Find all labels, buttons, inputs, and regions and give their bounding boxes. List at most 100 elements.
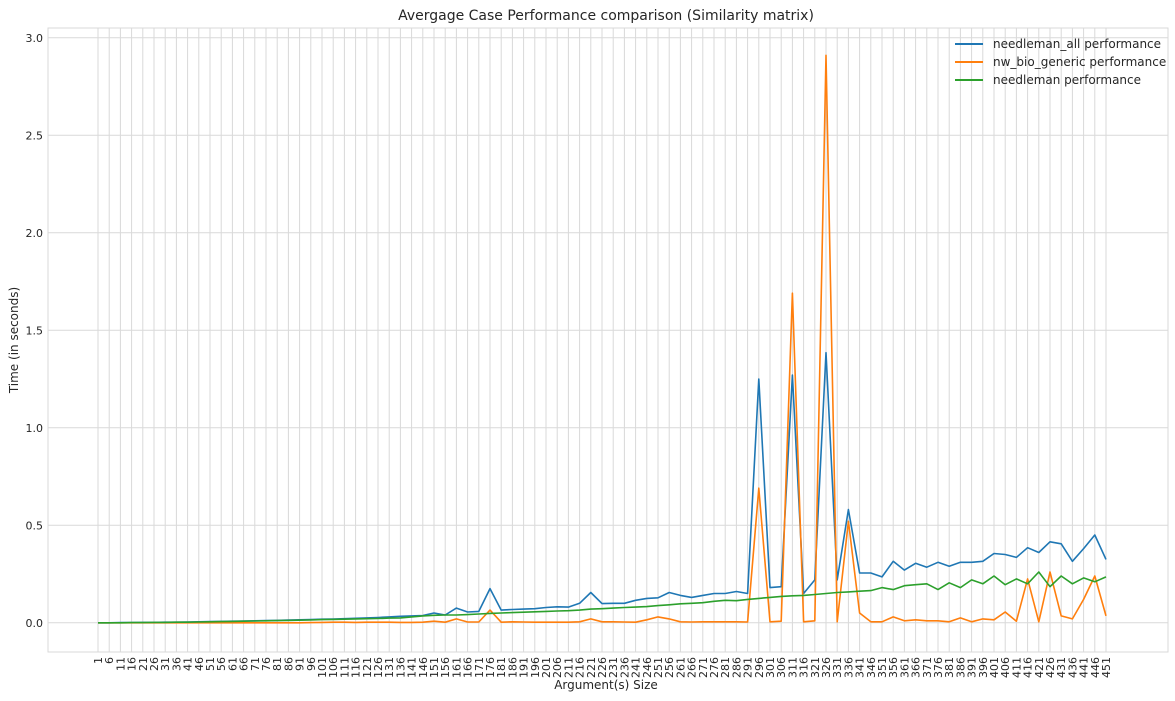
x-tick-label: 371 bbox=[921, 657, 934, 678]
x-tick-label: 66 bbox=[238, 657, 251, 671]
x-tick-label: 91 bbox=[294, 657, 307, 671]
x-tick-label: 406 bbox=[999, 657, 1012, 678]
x-tick-label: 311 bbox=[786, 657, 799, 678]
x-tick-label: 181 bbox=[495, 657, 508, 678]
x-tick-label: 326 bbox=[820, 657, 833, 678]
y-tick-label: 1.0 bbox=[26, 422, 44, 435]
x-tick-label: 346 bbox=[865, 657, 878, 678]
x-tick-label: 356 bbox=[887, 657, 900, 678]
x-tick-label: 321 bbox=[809, 657, 822, 678]
x-tick-label: 176 bbox=[484, 657, 497, 678]
x-tick-label: 421 bbox=[1033, 657, 1046, 678]
plot-frame bbox=[47, 27, 1169, 653]
x-tick-label: 31 bbox=[159, 657, 172, 671]
x-tick-label: 231 bbox=[607, 657, 620, 678]
x-tick-label: 341 bbox=[854, 657, 867, 678]
x-tick-label: 436 bbox=[1066, 657, 1079, 678]
x-axis-title: Argument(s) Size bbox=[554, 678, 658, 692]
x-tick-label: 156 bbox=[439, 657, 452, 678]
x-tick-label: 191 bbox=[518, 657, 531, 678]
x-tick-label: 116 bbox=[350, 657, 363, 678]
x-tick-label: 1 bbox=[92, 657, 105, 664]
x-tick-label: 81 bbox=[271, 657, 284, 671]
x-tick-label: 141 bbox=[406, 657, 419, 678]
y-axis-ticks: 0.0 0.5 1.0 1.5 2.0 2.5 3.0 bbox=[26, 32, 44, 630]
y-tick-label: 2.0 bbox=[26, 227, 44, 240]
legend-label: needleman_all performance bbox=[993, 37, 1161, 51]
x-tick-label: 316 bbox=[798, 657, 811, 678]
y-axis-title: Time (in seconds) bbox=[7, 287, 21, 394]
y-tick-label: 2.5 bbox=[26, 129, 44, 142]
x-tick-label: 121 bbox=[361, 657, 374, 678]
series-line-nw-bio-generic-performance bbox=[98, 54, 1107, 624]
x-tick-label: 101 bbox=[316, 657, 329, 678]
x-tick-label: 26 bbox=[148, 657, 161, 671]
x-tick-label: 451 bbox=[1100, 657, 1113, 678]
x-tick-label: 136 bbox=[394, 657, 407, 678]
x-tick-label: 41 bbox=[182, 657, 195, 671]
x-tick-label: 166 bbox=[462, 657, 475, 678]
y-tick-label: 0.5 bbox=[26, 519, 44, 532]
legend-label: nw_bio_generic performance bbox=[993, 55, 1166, 69]
x-tick-label: 366 bbox=[910, 657, 923, 678]
x-tick-label: 226 bbox=[596, 657, 609, 678]
x-tick-label: 416 bbox=[1022, 657, 1035, 678]
y-tick-label: 3.0 bbox=[26, 32, 44, 45]
x-tick-label: 211 bbox=[562, 657, 575, 678]
x-tick-label: 6 bbox=[103, 657, 116, 664]
x-tick-label: 16 bbox=[126, 657, 139, 671]
x-tick-label: 151 bbox=[428, 657, 441, 678]
x-tick-label: 376 bbox=[932, 657, 945, 678]
x-tick-label: 56 bbox=[215, 657, 228, 671]
x-tick-label: 291 bbox=[742, 657, 755, 678]
x-tick-label: 196 bbox=[529, 657, 542, 678]
x-tick-label: 301 bbox=[764, 657, 777, 678]
x-tick-label: 11 bbox=[114, 657, 127, 671]
x-tick-label: 221 bbox=[585, 657, 598, 678]
x-tick-label: 46 bbox=[193, 657, 206, 671]
x-tick-label: 76 bbox=[260, 657, 273, 671]
x-tick-label: 161 bbox=[450, 657, 463, 678]
y-tick-label: 0.0 bbox=[26, 617, 44, 630]
legend-label: needleman performance bbox=[993, 73, 1141, 87]
x-tick-label: 186 bbox=[506, 657, 519, 678]
x-tick-label: 266 bbox=[686, 657, 699, 678]
x-tick-label: 281 bbox=[719, 657, 732, 678]
x-tick-label: 411 bbox=[1010, 657, 1023, 678]
x-tick-label: 36 bbox=[170, 657, 183, 671]
x-tick-label: 391 bbox=[966, 657, 979, 678]
x-tick-label: 106 bbox=[327, 657, 340, 678]
x-tick-label: 146 bbox=[417, 657, 430, 678]
x-tick-label: 441 bbox=[1078, 657, 1091, 678]
x-tick-label: 201 bbox=[540, 657, 553, 678]
x-tick-label: 331 bbox=[831, 657, 844, 678]
x-tick-label: 51 bbox=[204, 657, 217, 671]
x-tick-label: 306 bbox=[775, 657, 788, 678]
grid bbox=[48, 28, 1168, 652]
x-tick-label: 206 bbox=[551, 657, 564, 678]
x-axis-ticks: 1611162126313641465156616671768186919610… bbox=[92, 657, 1113, 678]
x-tick-label: 271 bbox=[697, 657, 710, 678]
x-tick-label: 111 bbox=[338, 657, 351, 678]
x-tick-label: 296 bbox=[753, 657, 766, 678]
x-tick-label: 126 bbox=[372, 657, 385, 678]
x-tick-label: 21 bbox=[137, 657, 150, 671]
x-tick-label: 351 bbox=[876, 657, 889, 678]
x-tick-label: 381 bbox=[943, 657, 956, 678]
x-tick-label: 396 bbox=[977, 657, 990, 678]
x-tick-label: 241 bbox=[630, 657, 643, 678]
x-tick-label: 431 bbox=[1055, 657, 1068, 678]
x-tick-label: 236 bbox=[618, 657, 631, 678]
y-tick-label: 1.5 bbox=[26, 324, 44, 337]
x-tick-label: 71 bbox=[249, 657, 262, 671]
x-tick-label: 276 bbox=[708, 657, 721, 678]
x-tick-label: 286 bbox=[730, 657, 743, 678]
x-tick-label: 256 bbox=[663, 657, 676, 678]
x-tick-label: 446 bbox=[1089, 657, 1102, 678]
x-tick-label: 131 bbox=[383, 657, 396, 678]
x-tick-label: 426 bbox=[1044, 657, 1057, 678]
x-tick-label: 246 bbox=[641, 657, 654, 678]
x-tick-label: 336 bbox=[842, 657, 855, 678]
x-tick-label: 171 bbox=[473, 657, 486, 678]
